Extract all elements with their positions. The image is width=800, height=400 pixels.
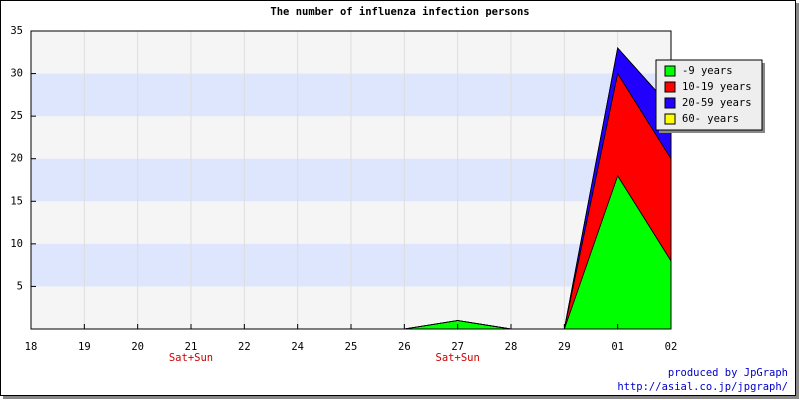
x-tick-label: 29 <box>558 341 571 353</box>
legend-label: 60- years <box>682 113 739 125</box>
y-tick-label: 25 <box>10 110 23 122</box>
y-tick-label: 35 <box>10 25 23 37</box>
y-tick-label: 5 <box>17 280 23 292</box>
legend-swatch <box>664 65 676 77</box>
x-tick-label: 22 <box>238 341 251 353</box>
y-tick-label: 10 <box>10 238 23 250</box>
y-tick-label: 30 <box>10 68 23 80</box>
legend-swatch <box>664 97 676 109</box>
x-tick-note: Sat+Sun <box>169 352 213 364</box>
x-tick-label: 20 <box>131 341 144 353</box>
legend-label: 10-19 years <box>682 81 752 93</box>
legend-label: 20-59 years <box>682 97 752 109</box>
chart-title: The number of influenza infection person… <box>270 6 529 18</box>
x-tick-label: 21 <box>185 341 198 353</box>
legend-label: -9 years <box>682 65 733 77</box>
x-tick-label: 18 <box>25 341 38 353</box>
credit: http://asial.co.jp/jpgraph/ <box>617 381 788 393</box>
x-tick-note: Sat+Sun <box>436 352 480 364</box>
x-tick-label: 27 <box>451 341 464 353</box>
credit: produced by JpGraph <box>668 367 788 379</box>
y-tick-label: 15 <box>10 195 23 207</box>
x-tick-label: 28 <box>505 341 518 353</box>
legend-swatch <box>664 113 676 125</box>
x-tick-label: 25 <box>345 341 358 353</box>
y-tick-label: 20 <box>10 153 23 165</box>
x-tick-label: 19 <box>78 341 91 353</box>
x-tick-label: 26 <box>398 341 411 353</box>
x-tick-label: 01 <box>611 341 624 353</box>
legend-swatch <box>664 81 676 93</box>
x-tick-label: 24 <box>291 341 304 353</box>
x-tick-label: 02 <box>665 341 678 353</box>
